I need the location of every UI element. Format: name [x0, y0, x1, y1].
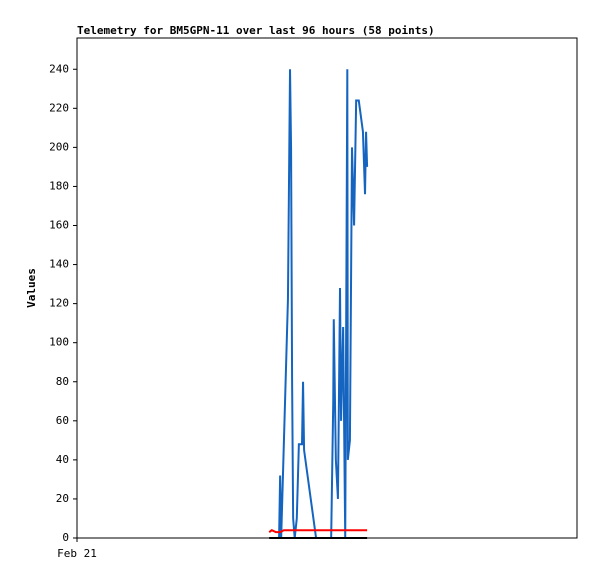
y-tick-label: 220 — [49, 101, 69, 114]
y-tick-label: 60 — [56, 414, 69, 427]
y-tick-label: 240 — [49, 62, 69, 75]
y-tick-label: 40 — [56, 453, 69, 466]
x-tick-label: Feb 21 — [57, 547, 97, 560]
chart-title: Telemetry for BM5GPN-11 over last 96 hou… — [77, 24, 435, 37]
y-tick-label: 200 — [49, 140, 69, 153]
y-tick-label: 80 — [56, 375, 69, 388]
y-tick-label: 0 — [62, 531, 69, 544]
y-tick-label: 140 — [49, 258, 69, 271]
series-line — [268, 529, 368, 534]
y-axis-label: Values — [25, 268, 38, 308]
series-line — [278, 69, 369, 539]
y-tick-label: 120 — [49, 297, 69, 310]
y-tick-label: 180 — [49, 179, 69, 192]
y-tick-label: 100 — [49, 336, 69, 349]
y-tick-label: 160 — [49, 219, 69, 232]
y-tick-label: 20 — [56, 492, 69, 505]
